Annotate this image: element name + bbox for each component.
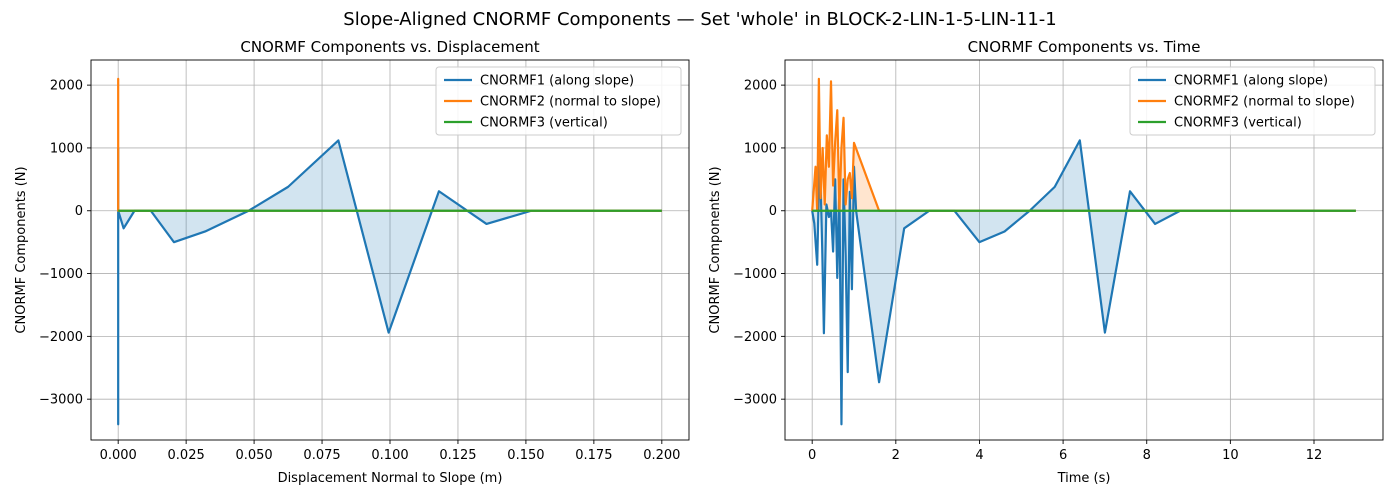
y-tick-label: 0 xyxy=(769,204,777,219)
chart-title: CNORMF Components vs. Time xyxy=(968,38,1201,56)
fill-cnormf1-along-slope xyxy=(812,140,1356,425)
y-tick-label: −2000 xyxy=(39,330,83,345)
line-cnormf2-normal-to-slope xyxy=(811,77,1356,212)
line-cnormf2-normal-to-slope xyxy=(117,77,662,212)
x-tick-label: 0.150 xyxy=(507,448,544,463)
x-ticks: 0 2 4 6 8 10 12 xyxy=(808,440,1322,463)
x-tick-label: 0 xyxy=(808,448,816,463)
fill-cnormf2-normal-to-slope xyxy=(812,78,1356,211)
legend-box xyxy=(1129,66,1376,136)
legend-label: CNORMF2 (normal to slope) xyxy=(1174,95,1355,110)
y-ticks: −3000 −2000 −1000 0 1000 2000 xyxy=(733,79,785,408)
legend-box xyxy=(435,66,682,136)
x-tick-label: 0.000 xyxy=(100,448,137,463)
legend: CNORMF1 (along slope) CNORMF2 (normal to … xyxy=(435,66,682,136)
x-tick-label: 0.025 xyxy=(168,448,205,463)
y-tick-label: 0 xyxy=(75,204,83,219)
x-tick-label: 6 xyxy=(1059,448,1067,463)
data-layer xyxy=(811,77,1356,426)
line-cnormf1-along-slope xyxy=(811,139,1356,426)
x-tick-label: 0.200 xyxy=(643,448,680,463)
x-tick-label: 10 xyxy=(1222,448,1239,463)
x-tick-label: 8 xyxy=(1143,448,1151,463)
legend-label: CNORMF1 (along slope) xyxy=(480,74,634,89)
x-ticks: 0.000 0.025 0.050 0.075 0.100 0.125 0.150 0.175… xyxy=(100,440,680,463)
y-axis-label: CNORMF Components (N) xyxy=(708,166,723,333)
y-ticks: −3000 −2000 −1000 0 1000 2000 xyxy=(39,79,91,408)
legend-label: CNORMF2 (normal to slope) xyxy=(480,95,661,110)
x-tick-label: 12 xyxy=(1306,448,1323,463)
x-tick-label: 0.100 xyxy=(371,448,408,463)
x-axis-label: Displacement Normal to Slope (m) xyxy=(278,471,503,486)
y-tick-label: −1000 xyxy=(39,267,83,282)
x-tick-label: 4 xyxy=(975,448,983,463)
figure-suptitle: Slope-Aligned CNORMF Components — Set 'w… xyxy=(343,9,1056,30)
x-tick-label: 0.075 xyxy=(303,448,340,463)
y-tick-label: −1000 xyxy=(733,267,777,282)
y-tick-label: 1000 xyxy=(50,141,83,156)
data-layer xyxy=(117,77,662,426)
x-tick-label: 0.050 xyxy=(235,448,272,463)
y-tick-label: −3000 xyxy=(39,393,83,408)
legend-label: CNORMF3 (vertical) xyxy=(480,116,608,131)
y-axis-label: CNORMF Components (N) xyxy=(14,166,29,333)
legend-label: CNORMF3 (vertical) xyxy=(1174,116,1302,131)
y-tick-label: 1000 xyxy=(744,141,777,156)
y-tick-label: 2000 xyxy=(50,79,83,94)
y-tick-label: −3000 xyxy=(733,393,777,408)
chart-time: 0 2 4 6 8 10 12 −3000 −2000 −1000 0 1000 2000 CNORMF … xyxy=(708,38,1384,486)
x-tick-label: 0.175 xyxy=(575,448,612,463)
x-tick-label: 0.125 xyxy=(439,448,476,463)
y-tick-label: −2000 xyxy=(733,330,777,345)
chart-displacement: 0.000 0.025 0.050 0.075 0.100 0.125 0.150 0.175… xyxy=(14,38,690,486)
y-tick-label: 2000 xyxy=(744,79,777,94)
x-axis-label: Time (s) xyxy=(1057,471,1111,486)
x-tick-label: 2 xyxy=(892,448,900,463)
legend-label: CNORMF1 (along slope) xyxy=(1174,74,1328,89)
legend: CNORMF1 (along slope) CNORMF2 (normal to … xyxy=(1129,66,1376,136)
chart-title: CNORMF Components vs. Displacement xyxy=(240,38,539,56)
axes-frame xyxy=(784,59,1384,441)
